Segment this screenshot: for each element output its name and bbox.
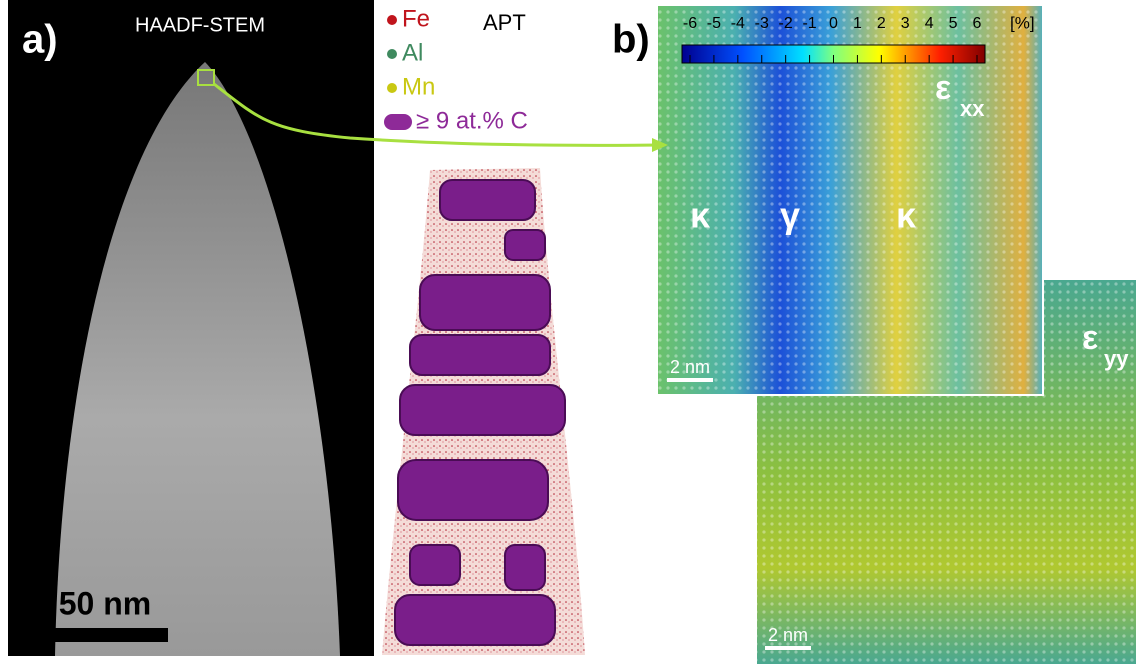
phase-label: κ xyxy=(690,195,711,236)
scale-bar-label: 50 nm xyxy=(59,585,151,621)
figure: a) HAADF-STEM 50 nm APT Fe Al Mn ≥ 9 at.% C… xyxy=(0,0,1136,664)
legend-swatch xyxy=(384,114,412,130)
tick-label: -4 xyxy=(731,15,745,32)
symbol: ε xyxy=(935,69,951,107)
tick-label: 2 xyxy=(877,15,886,32)
tick-label: 5 xyxy=(949,15,958,32)
scale-bar xyxy=(42,628,168,642)
legend-label: ≥ 9 at.% C xyxy=(416,107,528,134)
tick-label: -2 xyxy=(779,15,793,32)
tick-label: -6 xyxy=(683,15,697,32)
tick-label: 4 xyxy=(925,15,934,32)
tick-label: 0 xyxy=(829,15,838,32)
tick-label: 6 xyxy=(973,15,982,32)
legend-swatch xyxy=(387,15,397,25)
phase-label: γ xyxy=(780,195,800,236)
legend-label: Al xyxy=(402,39,423,66)
tick-label: 3 xyxy=(901,15,910,32)
subscript: xx xyxy=(960,96,985,121)
scale-bar xyxy=(765,646,811,650)
colorbar-unit: [%] xyxy=(1010,13,1035,32)
phase-label: κ xyxy=(896,195,917,236)
page: a) HAADF-STEM 50 nm APT Fe Al Mn ≥ 9 at.% C… xyxy=(0,0,1136,664)
panel-label: b) xyxy=(612,18,650,62)
symbol: ε xyxy=(1082,319,1098,357)
tick-label: -5 xyxy=(707,15,721,32)
scale-bar-label: 2 nm xyxy=(670,357,710,377)
legend-swatch xyxy=(387,83,397,93)
scale-bar xyxy=(667,378,713,382)
tick-label: -1 xyxy=(802,15,816,32)
stem-title: HAADF-STEM xyxy=(135,14,265,36)
scale-bar-label: 2 nm xyxy=(768,625,808,645)
apt-title: APT xyxy=(483,10,526,35)
tick-label: -3 xyxy=(755,15,769,32)
legend-label: Mn xyxy=(402,73,435,100)
tick-label: 1 xyxy=(853,15,862,32)
legend-swatch xyxy=(387,49,397,59)
panel-label: a) xyxy=(22,18,58,62)
legend-label: Fe xyxy=(402,5,430,32)
subscript: yy xyxy=(1104,346,1129,371)
